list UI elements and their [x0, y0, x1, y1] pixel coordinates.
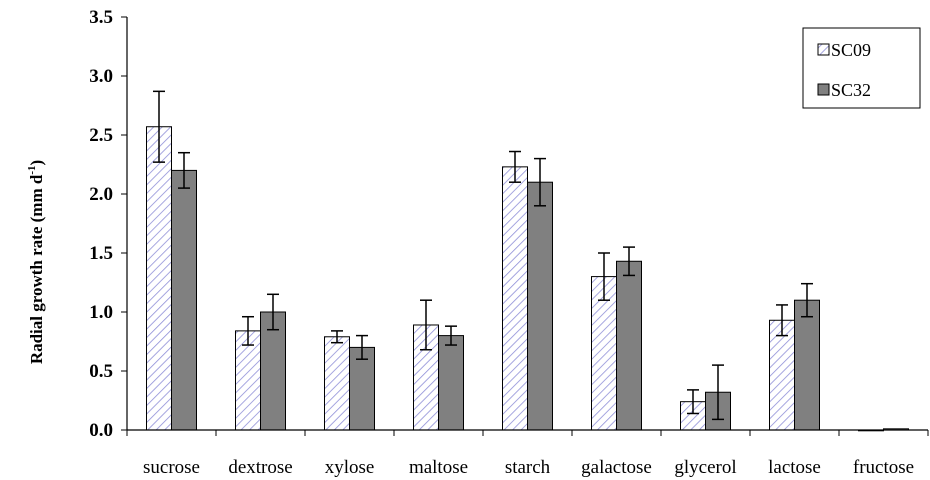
axes — [126, 17, 929, 436]
legend: SC09 SC32 — [802, 27, 921, 109]
y-axis-label-end: ) — [27, 160, 46, 166]
x-tick-label-sucrose: sucrose — [143, 457, 200, 478]
x-tick-label-lactose: lactose — [768, 457, 821, 478]
x-tick-label-glycerol: glycerol — [674, 457, 736, 478]
bar-sc32-galactose — [616, 260, 642, 431]
y-tick-label: 2.5 — [89, 125, 113, 146]
y-tick-label: 1.5 — [89, 243, 113, 264]
y-ticks: 0.0 0.5 1.0 1.5 2.0 2.5 3.0 3.5 — [89, 7, 127, 441]
y-tick-label: 2.0 — [89, 184, 113, 205]
bar-sc32-starch — [527, 181, 553, 431]
legend-swatch-sc32 — [817, 83, 830, 96]
y-tick-label: 0.5 — [89, 361, 113, 382]
svg-text:Radial growth rate (mm d-1): Radial growth rate (mm d-1) — [26, 160, 46, 364]
bar-sc09-lactose — [769, 319, 795, 431]
y-axis-label-superscript: -1 — [26, 166, 38, 175]
x-tick-label-galactose: galactose — [581, 457, 652, 478]
y-tick-label: 1.0 — [89, 302, 113, 323]
error-bars — [153, 90, 813, 421]
y-axis-label-main: Radial growth rate (mm d — [27, 174, 46, 364]
bar-sc09-sucrose — [146, 126, 172, 431]
bar-sc32-xylose — [349, 346, 375, 431]
legend-label-sc32: SC32 — [831, 80, 871, 100]
x-tick-label-xylose: xylose — [325, 457, 375, 478]
bar-sc09-starch — [502, 166, 528, 431]
bars — [146, 126, 909, 432]
y-tick-label: 3.5 — [89, 7, 113, 28]
bar-sc09-dextrose — [235, 330, 261, 431]
x-tick-label-fructose: fructose — [853, 457, 914, 478]
x-tick-label-starch: starch — [505, 457, 551, 478]
y-axis-label: Radial growth rate (mm d-1) — [26, 160, 46, 364]
bar-sc32-maltose — [438, 335, 464, 431]
x-tick-label-dextrose: dextrose — [228, 457, 292, 478]
legend-swatch-sc09 — [817, 43, 830, 56]
bar-sc09-xylose — [324, 336, 350, 431]
x-tick-labels: sucrose dextrose xylose maltose starch galact… — [143, 457, 914, 478]
bar-sc32-lactose — [794, 299, 820, 431]
x-tick-label-maltose: maltose — [409, 457, 468, 478]
bar-sc32-sucrose — [171, 169, 197, 431]
y-tick-label: 0.0 — [89, 420, 113, 441]
y-tick-label: 3.0 — [89, 66, 113, 87]
legend-label-sc09: SC09 — [831, 40, 871, 60]
